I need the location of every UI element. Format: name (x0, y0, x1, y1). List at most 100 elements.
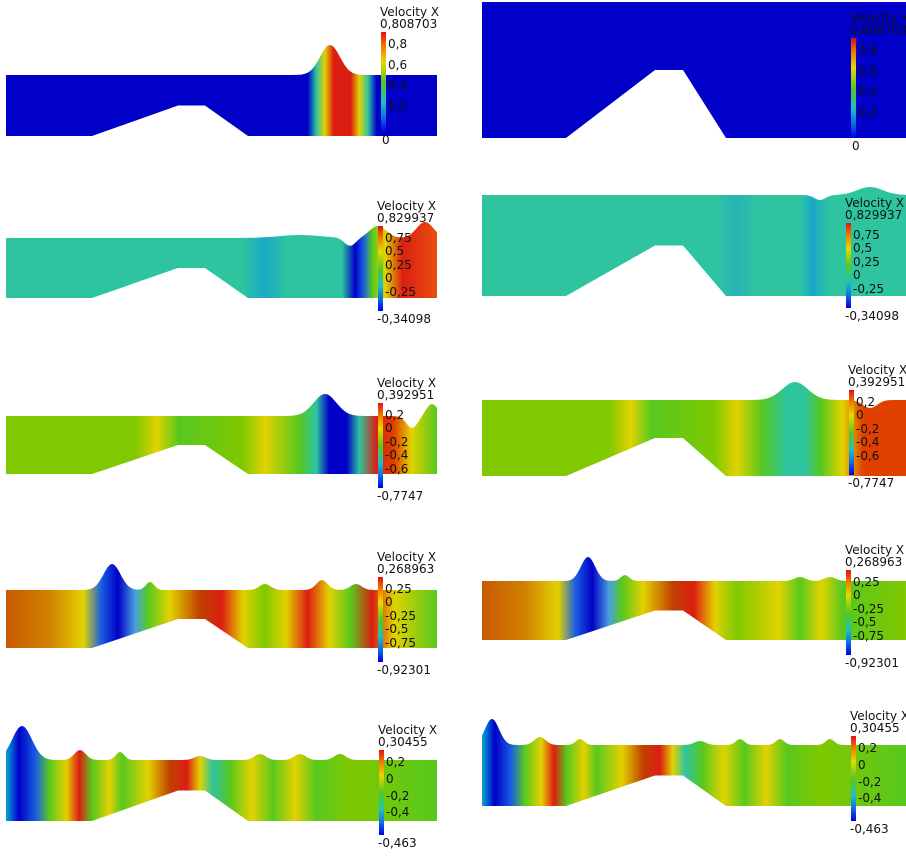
colorbar-min: -0,92301 (377, 663, 431, 677)
colorbar-tick: 0,8 (858, 43, 878, 57)
flow-panel (0, 171, 453, 342)
colorbar-tick: -0,25 (385, 284, 417, 299)
colorbar-tick: -0,2 (385, 434, 409, 449)
colorbar (381, 32, 386, 132)
velocity-field (482, 382, 906, 476)
flow-panel (453, 0, 906, 171)
fluid-domain (6, 222, 437, 298)
colorbar-tick: 0 (853, 268, 861, 283)
flow-panel (0, 513, 453, 684)
flow-panel (453, 684, 906, 855)
colorbar (849, 390, 854, 475)
colorbar-tick: 0,75 (853, 228, 880, 242)
colorbar-max: 0,30455 (850, 721, 900, 735)
colorbar-tick: 0,75 (385, 231, 412, 245)
colorbar-min: -0,92301 (845, 656, 899, 670)
colorbar-title: Velocity X (848, 363, 906, 377)
colorbar-tick: 0 (853, 588, 861, 603)
colorbar-min: -0,463 (850, 822, 889, 836)
fluid-domain (482, 719, 906, 806)
colorbar-title: Velocity X (377, 550, 437, 564)
colorbar-max: 0,829937 (377, 211, 435, 225)
colorbar-tick: -0,25 (853, 601, 885, 616)
colorbar-tick: 0,2 (858, 741, 878, 755)
colorbar-title: Velocity X (377, 376, 437, 390)
colorbar-tick: -0,25 (385, 608, 417, 623)
colorbar-tick: -0,25 (853, 281, 885, 296)
colorbar-min: -0,34098 (377, 312, 431, 326)
velocity-field (6, 394, 437, 474)
fluid-domain (6, 394, 437, 474)
colorbar-tick: -0,4 (386, 805, 410, 820)
colorbar-tick: 0 (385, 595, 393, 610)
fluid-domain (6, 726, 437, 821)
velocity-field (482, 187, 906, 296)
fluid-domain (6, 45, 437, 136)
colorbar-tick: 0 (856, 408, 864, 423)
velocity-field (6, 564, 437, 648)
colorbar-title: Velocity X (380, 5, 440, 19)
colorbar-title: Velocity X (845, 196, 905, 210)
colorbar-title: Velocity X (850, 11, 906, 25)
flow-panel (0, 342, 453, 513)
colorbar-max: 0,808703 (380, 17, 438, 31)
flow-panel (0, 684, 453, 855)
colorbar-tick: -0,4 (856, 435, 880, 450)
colorbar-tick: -0,5 (385, 622, 409, 637)
colorbar-tick: 0,5 (853, 241, 873, 256)
colorbar-tick: 0,2 (858, 104, 878, 119)
flow-panel (453, 171, 906, 342)
colorbar-tick: 0,4 (388, 78, 408, 92)
colorbar-tick: 0,2 (385, 408, 405, 422)
fluid-domain (482, 187, 906, 296)
colorbar-max: 0,392951 (377, 388, 435, 402)
colorbar-tick: 0 (385, 271, 393, 286)
flow-panel (0, 0, 453, 171)
colorbar-min: 0 (852, 139, 860, 153)
colorbar-tick: 0,4 (858, 84, 878, 98)
colorbar-tick: -0,4 (858, 791, 882, 806)
colorbar-tick: 0,2 (856, 395, 876, 409)
velocity-field (482, 719, 906, 806)
colorbar-title: Velocity X (845, 543, 905, 557)
colorbar-max: 0,392951 (848, 375, 906, 389)
colorbar (378, 403, 383, 488)
colorbar-tick: -0,2 (856, 421, 880, 436)
colorbar (851, 736, 856, 821)
flow-panel (453, 513, 906, 684)
colorbar-tick: 0,8 (388, 37, 408, 51)
colorbar-tick: -0,4 (385, 448, 409, 463)
velocity-field (6, 45, 437, 136)
colorbar-tick: 0,25 (385, 582, 412, 596)
velocity-field (482, 2, 906, 138)
colorbar-max: 0,268963 (845, 555, 903, 569)
colorbar-tick: -0,2 (386, 788, 410, 803)
colorbar-max: 0,808703 (850, 23, 906, 37)
colorbar-tick: 0,2 (388, 98, 408, 113)
colorbar-min: -0,7747 (848, 476, 895, 490)
fluid-domain (6, 564, 437, 648)
velocity-field (482, 557, 906, 640)
fluid-domain (482, 382, 906, 476)
colorbar-title: Velocity X (377, 199, 437, 213)
fluid-domain (482, 2, 906, 138)
colorbar-max: 0,829937 (845, 208, 903, 222)
colorbar-tick: 0 (386, 771, 394, 786)
colorbar-min: -0,34098 (845, 309, 899, 323)
velocity-field (6, 222, 437, 298)
colorbar-tick: 0,6 (388, 57, 408, 72)
colorbar-title: Velocity X (378, 723, 438, 737)
flow-panel (453, 342, 906, 513)
colorbar-tick: 0,25 (385, 257, 412, 272)
velocity-field (6, 726, 437, 821)
colorbar-tick: -0,6 (385, 461, 409, 476)
colorbar-tick: -0,75 (385, 635, 417, 650)
colorbar-max: 0,268963 (377, 562, 435, 576)
colorbar (378, 577, 383, 662)
colorbar-tick: -0,5 (853, 615, 877, 630)
colorbar (846, 223, 851, 308)
colorbar-tick: 0 (385, 421, 393, 436)
colorbar-tick: 0,25 (853, 254, 880, 269)
colorbar-min: -0,7747 (377, 489, 424, 503)
colorbar-tick: 0,6 (858, 63, 878, 78)
